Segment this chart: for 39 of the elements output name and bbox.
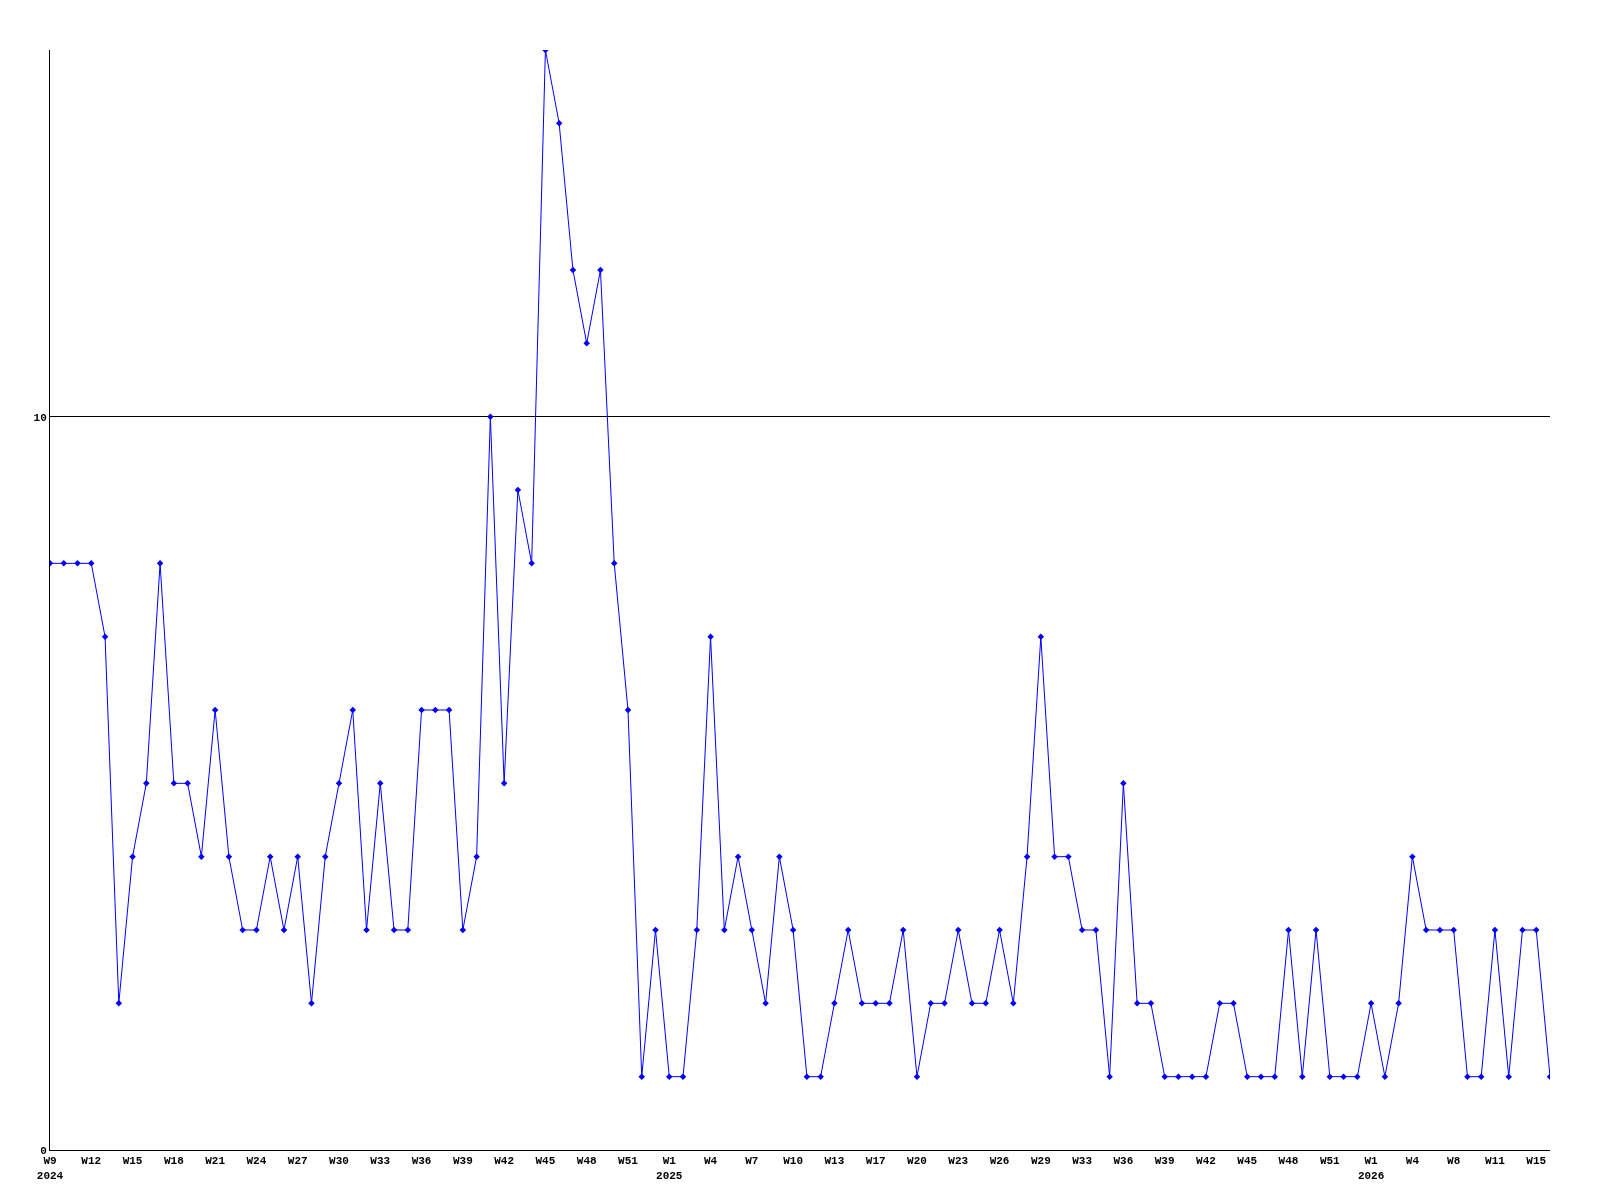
x-tick-label: W30: [329, 1155, 349, 1168]
x-tick-label: W33: [370, 1155, 391, 1168]
y-tick-label: 0: [40, 1144, 47, 1157]
x-tick-label: W7: [745, 1155, 759, 1168]
x-tick-label: W21: [205, 1155, 226, 1168]
y-tick-label: 10: [33, 411, 47, 424]
x-tick-label: W4: [1405, 1155, 1420, 1168]
x-tick-label: W51: [1319, 1155, 1341, 1168]
x-tick-label: W27: [287, 1155, 308, 1168]
x-tick-label: W10: [783, 1155, 804, 1168]
x-tick-label: W13: [824, 1155, 845, 1168]
x-tick-label: W18: [163, 1155, 185, 1168]
x-tick-label: W20: [907, 1155, 927, 1168]
x-tick-label: W15: [1526, 1155, 1547, 1168]
x-tick-label: W15: [122, 1155, 143, 1168]
x-tick-label: W1 2026: [1357, 1155, 1385, 1182]
x-tick-label: W45: [1237, 1155, 1258, 1168]
x-tick-label: W36: [1113, 1155, 1134, 1168]
x-tick-label: W42: [494, 1155, 515, 1168]
x-tick-label: W42: [1196, 1155, 1216, 1168]
x-tick-label: W48: [576, 1155, 597, 1168]
x-tick-label: W39: [452, 1155, 473, 1168]
x-tick-label: W1 2025: [656, 1155, 683, 1182]
x-tick-label: W8: [1447, 1155, 1461, 1168]
x-tick-label: W29: [1030, 1155, 1051, 1168]
x-tick-label: W26: [989, 1155, 1010, 1168]
x-tick-label: W4: [703, 1155, 718, 1168]
x-tick-label: W45: [535, 1155, 556, 1168]
x-tick-label: W11: [1485, 1155, 1506, 1168]
x-tick-label: W33: [1072, 1155, 1093, 1168]
x-tick-label: W23: [948, 1155, 969, 1168]
x-tick-label: W9 2024: [36, 1155, 64, 1182]
x-tick-label: W36: [411, 1155, 432, 1168]
x-tick-label: W12: [81, 1155, 102, 1168]
x-tick-label: W51: [618, 1155, 639, 1168]
x-tick-label: W48: [1278, 1155, 1299, 1168]
x-tick-label: W17: [865, 1155, 886, 1168]
x-tick-label: W39: [1154, 1155, 1175, 1168]
x-tick-label: W24: [246, 1155, 267, 1168]
